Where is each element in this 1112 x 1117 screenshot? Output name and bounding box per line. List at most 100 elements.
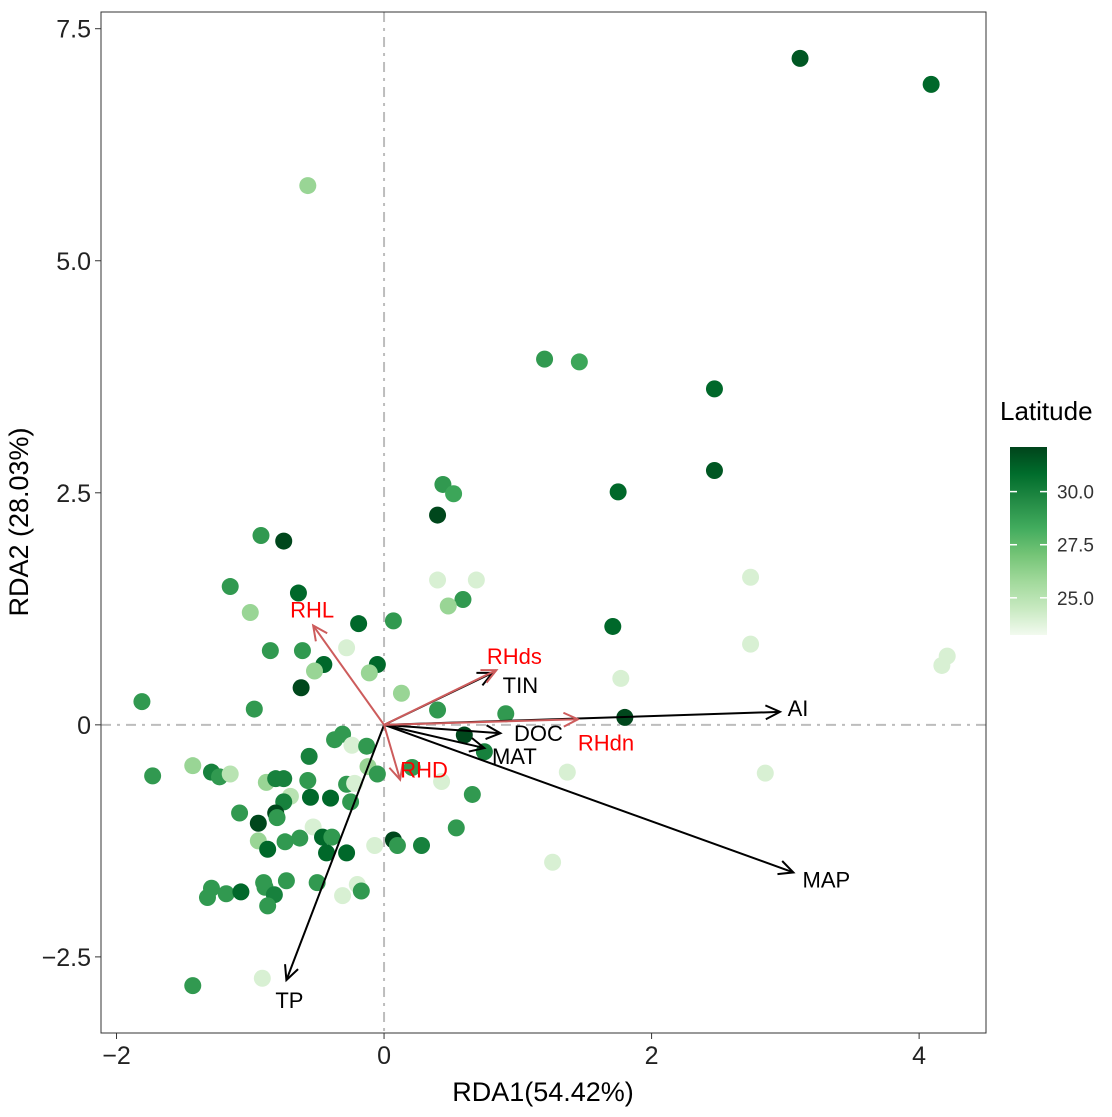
data-point xyxy=(198,888,216,906)
arrow-head xyxy=(311,623,328,642)
data-point xyxy=(544,853,562,871)
data-point xyxy=(299,177,317,195)
data-point xyxy=(467,571,485,589)
data-point xyxy=(342,793,360,811)
y-tick-label: 7.5 xyxy=(56,16,91,44)
arrow-label-tp: TP xyxy=(275,988,303,1013)
data-point xyxy=(350,615,368,633)
data-point xyxy=(300,747,318,765)
arrow-head xyxy=(284,964,299,983)
data-point xyxy=(368,765,386,783)
plot-panel-border xyxy=(100,11,987,1034)
data-point xyxy=(742,568,760,586)
latitude-colorbar: Latitude 25.0 27.5 30.0 xyxy=(1000,396,1094,635)
arrow-rhd xyxy=(383,724,404,782)
colorbar-tick-label: 27.5 xyxy=(1057,536,1094,557)
colorbar xyxy=(1010,447,1047,635)
data-point xyxy=(291,829,309,847)
data-point xyxy=(360,664,378,682)
data-point xyxy=(388,837,406,855)
data-point xyxy=(609,483,627,501)
data-point xyxy=(217,885,235,903)
data-point xyxy=(268,809,286,827)
data-point xyxy=(293,642,311,660)
data-point xyxy=(289,584,307,602)
arrow-rhdn xyxy=(384,711,581,728)
arrow-label-rhdn: RHdn xyxy=(578,730,634,755)
data-point xyxy=(352,882,370,900)
data-point xyxy=(454,591,472,609)
data-point xyxy=(922,75,940,93)
arrow-shaft xyxy=(312,624,385,726)
arrow-rhds xyxy=(383,669,499,726)
data-point xyxy=(536,350,554,368)
y-tick-label: −2.5 xyxy=(42,944,91,972)
arrow-head xyxy=(480,669,499,684)
data-point xyxy=(305,662,323,680)
data-point xyxy=(403,759,421,777)
data-point xyxy=(705,380,723,398)
arrow-shaft xyxy=(383,724,402,780)
data-point xyxy=(292,679,310,697)
data-point xyxy=(447,819,465,837)
data-point xyxy=(241,604,259,622)
data-point xyxy=(133,693,151,711)
data-point xyxy=(455,726,473,744)
data-point xyxy=(322,789,340,807)
arrow-label-rhds: RHds xyxy=(487,644,542,669)
data-point xyxy=(705,462,723,480)
data-point xyxy=(276,833,294,851)
x-tick-label: −2 xyxy=(102,1042,131,1070)
data-point xyxy=(232,883,250,901)
data-point xyxy=(358,737,376,755)
data-point xyxy=(392,684,410,702)
data-point xyxy=(429,506,447,524)
arrow-head xyxy=(563,711,581,728)
arrow-label-ai: AI xyxy=(788,696,809,721)
arrow-head xyxy=(764,704,783,721)
arrow-doc xyxy=(383,723,503,741)
data-point xyxy=(231,804,249,822)
data-point xyxy=(343,736,361,754)
data-point xyxy=(433,772,451,790)
data-point xyxy=(497,705,515,723)
data-point xyxy=(184,977,202,995)
arrow-shaft xyxy=(384,718,579,726)
data-point xyxy=(277,872,295,890)
data-point xyxy=(384,612,402,630)
data-point xyxy=(299,772,317,790)
x-tick-label: 4 xyxy=(912,1042,926,1070)
data-point xyxy=(604,617,622,635)
data-point xyxy=(439,597,457,615)
x-axis-label: RDA1(54.42%) xyxy=(452,1077,634,1107)
data-point xyxy=(742,635,760,653)
arrow-shaft xyxy=(285,724,385,981)
data-point xyxy=(221,765,239,783)
data-point xyxy=(334,887,352,905)
data-point xyxy=(318,844,336,862)
data-point xyxy=(570,353,588,371)
data-point xyxy=(253,969,271,987)
data-point xyxy=(259,840,277,858)
data-point xyxy=(275,532,293,550)
arrow-head xyxy=(777,860,796,876)
data-point xyxy=(334,725,352,743)
data-point xyxy=(249,814,267,832)
data-point xyxy=(346,774,364,792)
arrow-shaft xyxy=(383,723,485,750)
data-point xyxy=(429,571,447,589)
data-point xyxy=(252,526,270,544)
y-axis-label: RDA2 (28.03%) xyxy=(4,427,34,616)
arrow-label-rhd: RHD xyxy=(400,758,448,783)
y-tick-label: 2.5 xyxy=(56,480,91,508)
data-point xyxy=(144,767,162,785)
data-point xyxy=(413,837,431,855)
legend-title: Latitude xyxy=(1000,396,1093,426)
arrow-head xyxy=(468,737,487,753)
arrow-label-doc: DOC xyxy=(514,721,563,746)
data-point xyxy=(933,656,951,674)
data-point xyxy=(301,788,319,806)
arrow-label-tin: TIN xyxy=(503,673,538,698)
arrow-label-mat: MAT xyxy=(492,744,537,769)
